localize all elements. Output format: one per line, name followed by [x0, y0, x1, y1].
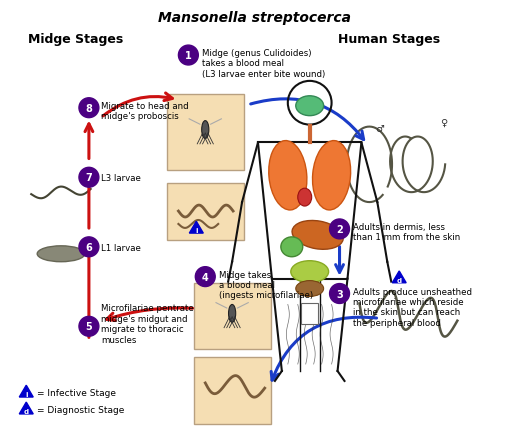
Text: 2: 2	[336, 224, 343, 234]
Ellipse shape	[296, 281, 324, 297]
Text: d: d	[24, 408, 29, 414]
FancyBboxPatch shape	[301, 303, 318, 324]
FancyBboxPatch shape	[194, 283, 271, 349]
Text: 8: 8	[86, 103, 92, 113]
Ellipse shape	[291, 261, 329, 283]
FancyBboxPatch shape	[167, 184, 244, 240]
Ellipse shape	[37, 246, 85, 262]
Text: = Infective Stage: = Infective Stage	[37, 388, 116, 398]
Text: 3: 3	[336, 289, 343, 299]
Circle shape	[79, 237, 99, 257]
Circle shape	[179, 46, 199, 66]
Circle shape	[330, 284, 350, 304]
Ellipse shape	[292, 221, 343, 250]
Text: L1 larvae: L1 larvae	[101, 243, 140, 252]
Ellipse shape	[298, 189, 312, 207]
Ellipse shape	[313, 141, 351, 210]
Text: Midge (genus Culidoides)
takes a blood meal
(L3 larvae enter bite wound): Midge (genus Culidoides) takes a blood m…	[202, 49, 326, 79]
Text: = Diagnostic Stage: = Diagnostic Stage	[37, 405, 125, 414]
FancyBboxPatch shape	[167, 95, 244, 171]
Text: Adults in dermis, less
than 1 mm from the skin: Adults in dermis, less than 1 mm from th…	[353, 223, 461, 242]
Text: Midge takes
a blood meal
(ingests microfilariae): Midge takes a blood meal (ingests microf…	[219, 270, 314, 300]
Polygon shape	[392, 271, 406, 283]
Text: ♂: ♂	[375, 123, 384, 133]
Text: Midge Stages: Midge Stages	[29, 33, 124, 46]
Polygon shape	[19, 402, 33, 414]
Ellipse shape	[202, 122, 209, 139]
Text: Microfilariae pentrate
midge's midgut and
migrate to thoracic
muscles: Microfilariae pentrate midge's midgut an…	[101, 304, 193, 344]
Text: 7: 7	[86, 173, 92, 183]
Ellipse shape	[296, 96, 324, 116]
Ellipse shape	[281, 237, 303, 257]
Text: i: i	[25, 391, 27, 397]
Circle shape	[79, 99, 99, 118]
Circle shape	[79, 317, 99, 336]
Text: d: d	[397, 277, 402, 283]
Circle shape	[330, 220, 350, 239]
Polygon shape	[19, 385, 33, 397]
Text: 6: 6	[86, 242, 92, 252]
Ellipse shape	[269, 141, 307, 210]
Text: 4: 4	[202, 272, 209, 282]
Text: Adults produce unsheathed
microfilariae which reside
in the skin but can reach
t: Adults produce unsheathed microfilariae …	[353, 287, 472, 327]
Text: ♀: ♀	[440, 117, 447, 127]
Text: L3 larvae: L3 larvae	[101, 174, 140, 183]
Text: 1: 1	[185, 51, 192, 61]
Circle shape	[79, 168, 99, 188]
Text: Migrate to head and
midge's proboscis: Migrate to head and midge's proboscis	[101, 102, 188, 121]
Polygon shape	[189, 222, 203, 233]
Ellipse shape	[229, 305, 236, 322]
Text: Mansonella streptocerca: Mansonella streptocerca	[157, 11, 351, 25]
Text: 5: 5	[86, 322, 92, 332]
Circle shape	[195, 267, 215, 287]
FancyBboxPatch shape	[194, 357, 271, 424]
Text: Human Stages: Human Stages	[338, 33, 440, 46]
Text: i: i	[195, 227, 197, 233]
